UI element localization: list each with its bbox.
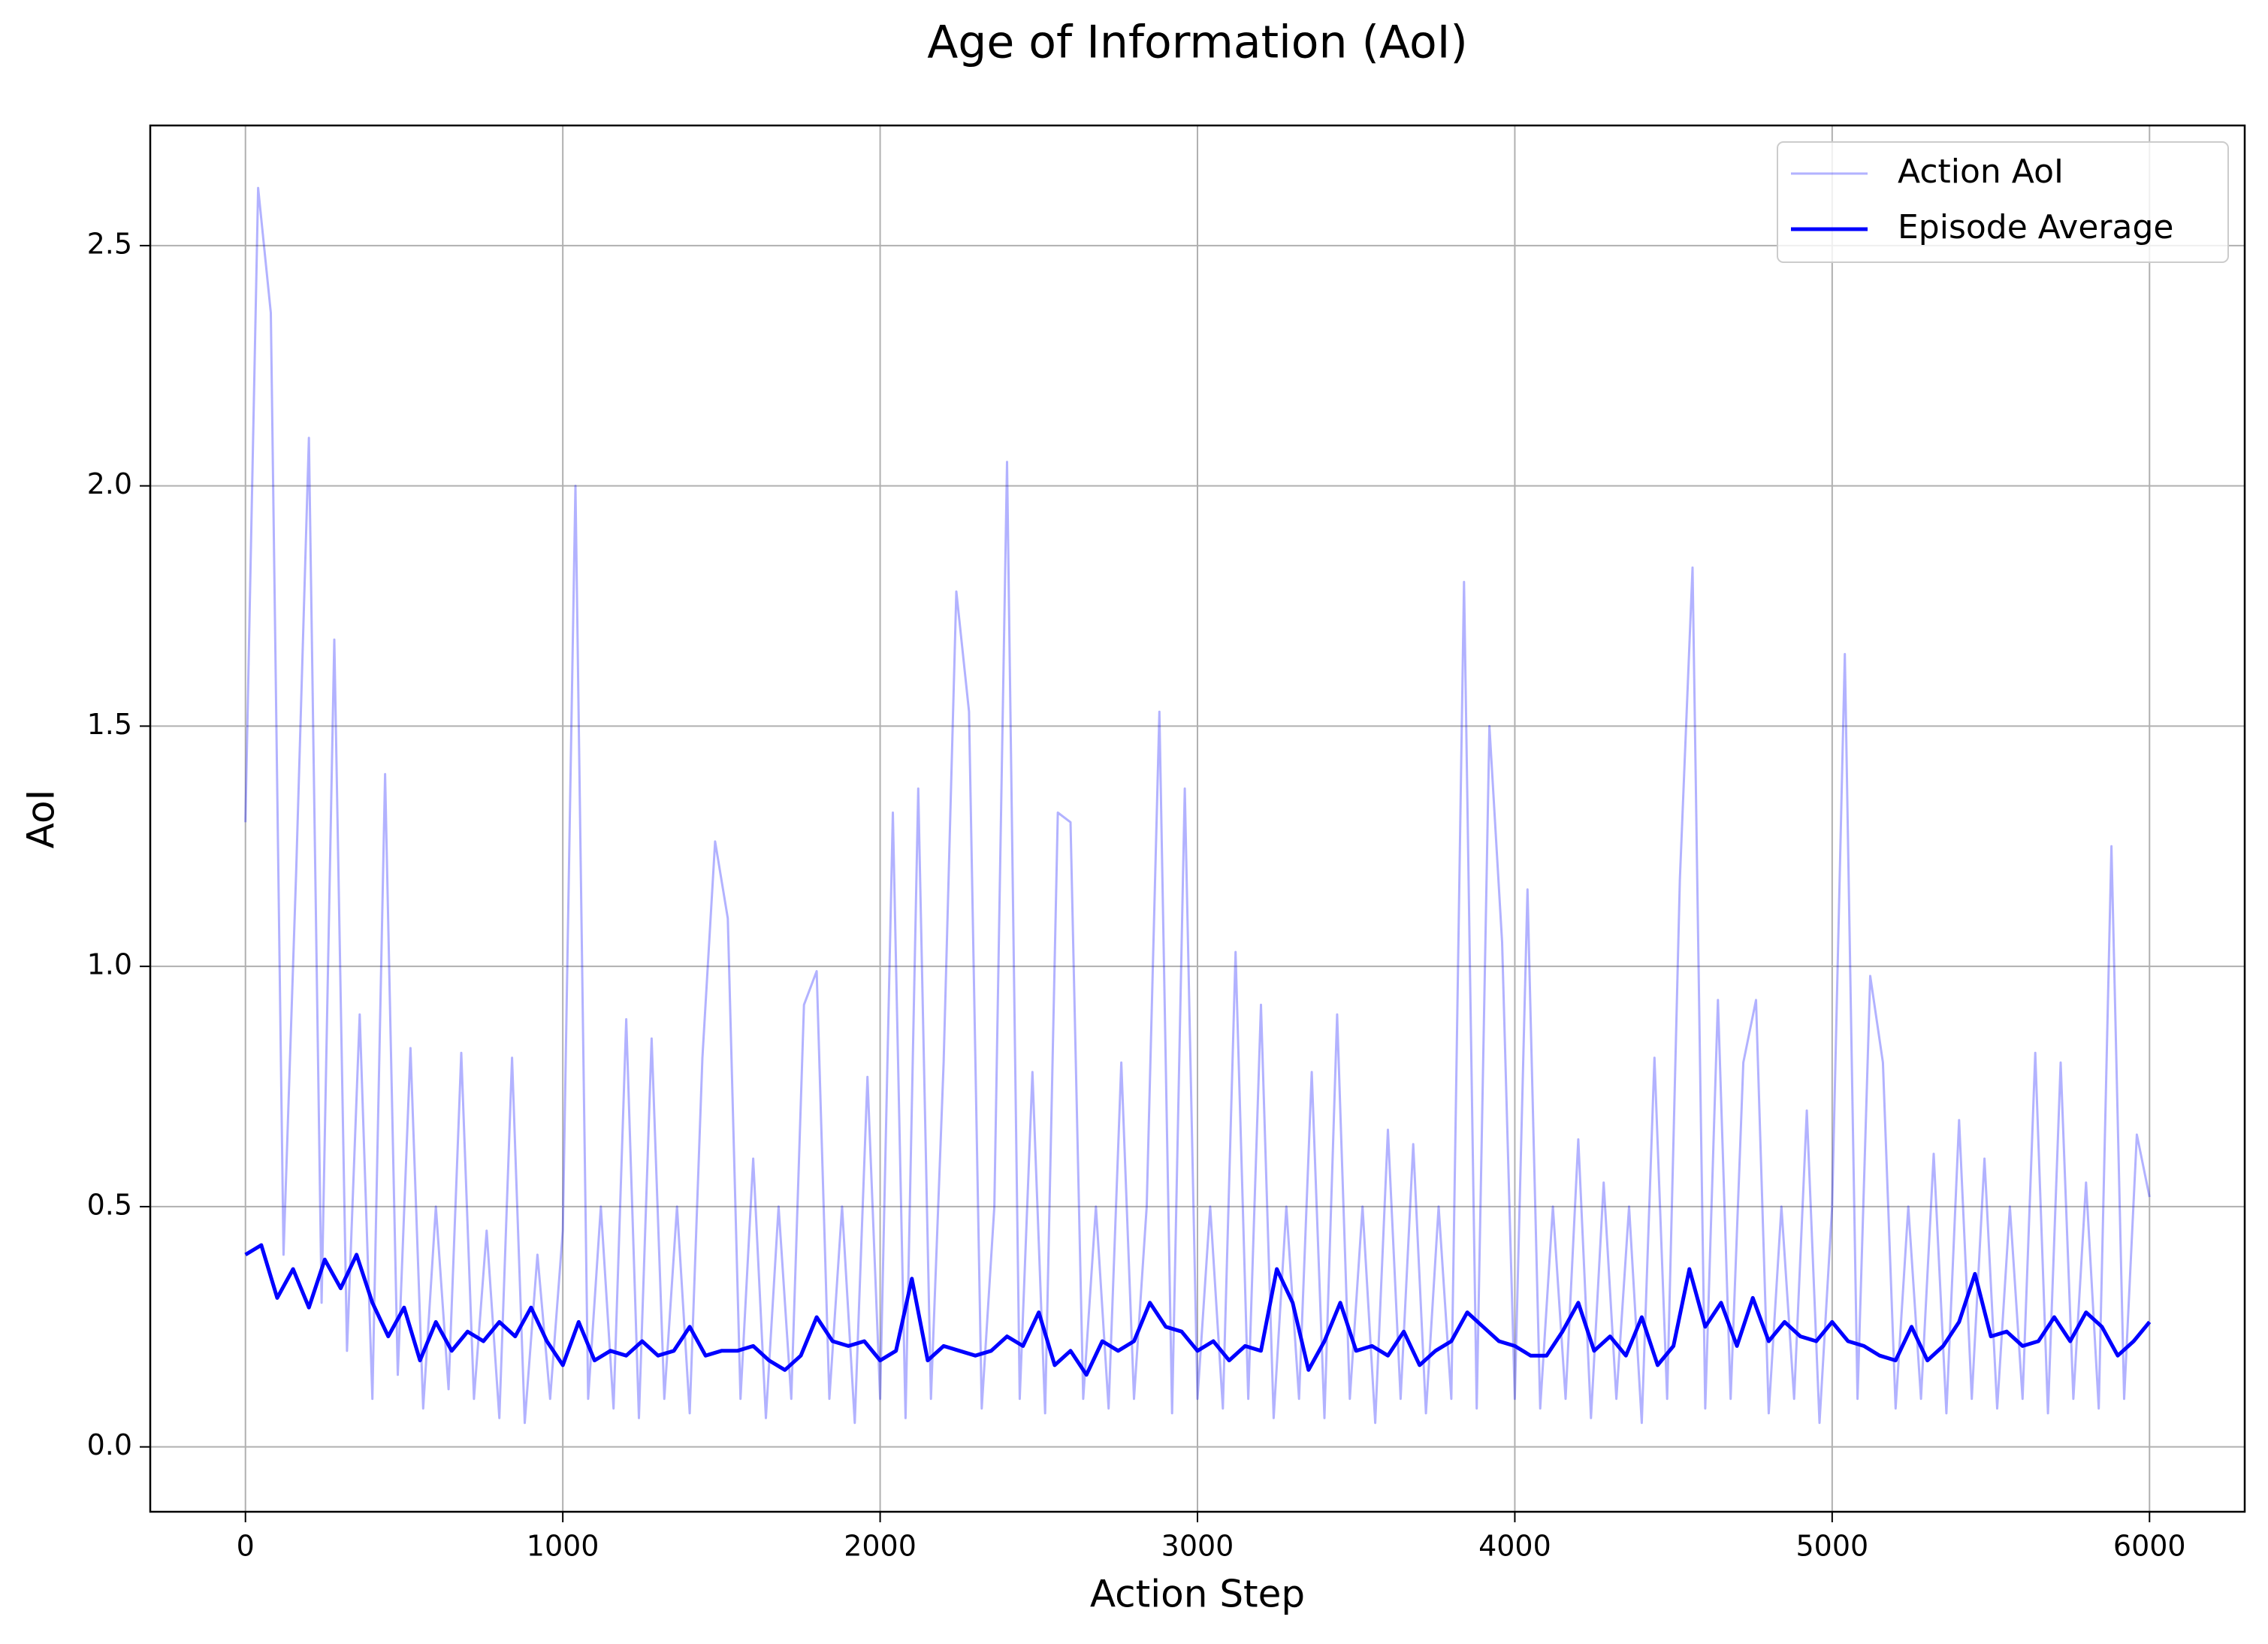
x-tick-label: 2000: [844, 1530, 917, 1563]
axes-frame: [149, 124, 2246, 1513]
plot-area: [244, 186, 2152, 1425]
y-tick-label: 2.5: [87, 227, 132, 260]
x-tick-label: 5000: [1795, 1530, 1868, 1563]
series-line: [244, 186, 2151, 1425]
y-tick-label: 0.5: [87, 1188, 132, 1221]
y-tick-label: 1.5: [87, 708, 132, 741]
x-tick-label: 6000: [2113, 1530, 2186, 1563]
y-tick-label: 0.0: [87, 1428, 132, 1461]
y-axis-label: AoI: [20, 790, 63, 849]
x-tick-label: 1000: [527, 1530, 599, 1563]
legend-box: [1777, 141, 2229, 263]
x-tick-label: 0: [237, 1530, 255, 1563]
x-tick-label: 4000: [1478, 1530, 1551, 1563]
series-line: [244, 1243, 2152, 1377]
x-axis-label: Action Step: [1090, 1573, 1305, 1616]
grid: [150, 125, 2245, 1512]
chart-title: Age of Information (AoI): [927, 17, 1468, 69]
legend-label: Action AoI: [1898, 153, 2064, 191]
y-tick-label: 1.0: [87, 948, 132, 981]
legend-label: Episode Average: [1898, 208, 2173, 246]
y-tick-label: 2.0: [87, 467, 132, 500]
x-tick-label: 3000: [1161, 1530, 1234, 1563]
